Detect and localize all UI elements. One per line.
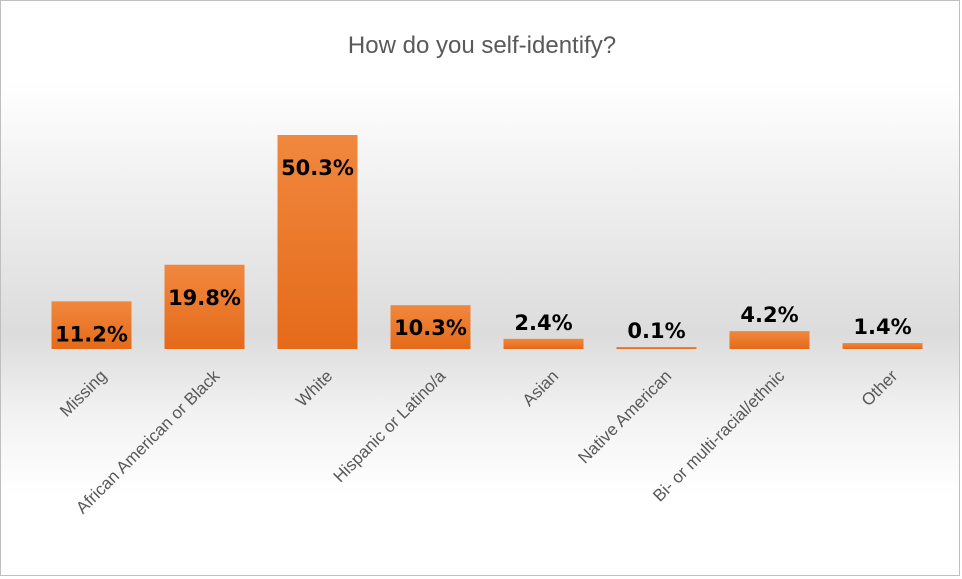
bar-7 xyxy=(842,343,923,349)
bar-2 xyxy=(277,135,358,349)
bar-1 xyxy=(164,264,245,349)
bar-3 xyxy=(390,305,471,349)
chart-title: How do you self-identify? xyxy=(348,32,616,59)
category-label-7: Other xyxy=(858,366,902,410)
bar-4 xyxy=(503,338,584,349)
category-label-5: Native American xyxy=(574,366,675,467)
bar-6 xyxy=(729,331,810,349)
data-label-6: 4.2% xyxy=(740,303,798,327)
bar-0 xyxy=(51,301,132,349)
category-label-6: Bi- or multi-racial/ethnic xyxy=(649,366,788,505)
category-label-4: Asian xyxy=(519,366,563,410)
category-label-0: Missing xyxy=(56,366,110,420)
data-labels-group: 11.2% 19.8% 50.3% 10.3% 2.4% 0.1% 4.2% 1.4% xyxy=(55,156,912,346)
category-label-2: White xyxy=(292,366,336,410)
data-label-2: 50.3% xyxy=(281,156,354,180)
data-label-7: 1.4% xyxy=(853,315,911,339)
category-label-3: Hispanic or Latino/a xyxy=(330,366,450,486)
data-label-1: 19.8% xyxy=(168,286,241,310)
bar-5 xyxy=(616,347,697,349)
bars-group xyxy=(51,135,923,349)
data-label-5: 0.1% xyxy=(627,319,685,343)
data-label-0: 11.2% xyxy=(55,322,128,346)
data-label-4: 2.4% xyxy=(514,311,572,335)
data-label-3: 10.3% xyxy=(394,316,467,340)
